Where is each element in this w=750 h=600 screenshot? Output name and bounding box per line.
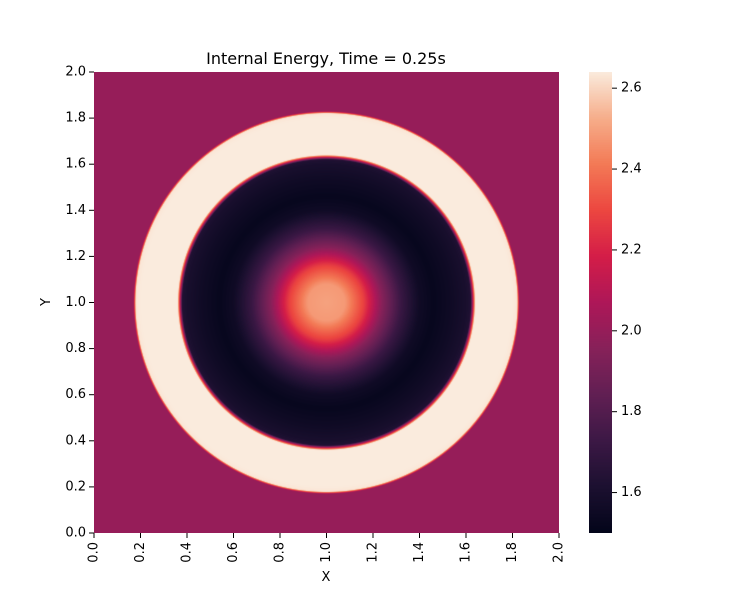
plot-area bbox=[94, 72, 559, 533]
x-tick-label: 1.0 bbox=[319, 542, 334, 563]
x-tick-label: 1.4 bbox=[412, 542, 427, 563]
colorbar-tick-label: 2.0 bbox=[621, 323, 642, 338]
y-axis-label: Y bbox=[39, 298, 54, 307]
x-tick-label: 0.4 bbox=[180, 542, 195, 563]
colorbar bbox=[589, 72, 612, 533]
colorbar-gradient bbox=[589, 72, 612, 533]
x-tick-label: 0.2 bbox=[133, 542, 148, 563]
colorbar-tick-label: 2.2 bbox=[621, 242, 642, 257]
y-axis: 0.0 0.2 0.4 0.6 0.8 1.0 1.2 1.4 1.6 1.8 2.0 bbox=[65, 65, 94, 541]
y-tick-label: 1.8 bbox=[65, 111, 86, 126]
heatmap-image bbox=[94, 72, 559, 533]
y-tick-label: 1.4 bbox=[65, 203, 86, 218]
x-tick-label: 1.2 bbox=[366, 542, 381, 563]
y-tick-label: 0.4 bbox=[65, 433, 86, 448]
colorbar-tick-label: 1.8 bbox=[621, 404, 642, 419]
x-tick-label: 0.6 bbox=[226, 542, 241, 563]
colorbar-tick-label: 1.6 bbox=[621, 485, 642, 500]
y-tick-label: 0.8 bbox=[65, 341, 86, 356]
colorbar-tick-label: 2.4 bbox=[621, 162, 642, 177]
colorbar-axis: 1.6 1.8 2.0 2.2 2.4 2.6 bbox=[612, 81, 642, 500]
y-tick-label: 0.2 bbox=[65, 479, 86, 494]
x-tick-label: 1.8 bbox=[505, 542, 520, 563]
y-tick-label: 1.0 bbox=[65, 295, 86, 310]
y-tick-label: 1.6 bbox=[65, 157, 86, 172]
x-tick-label: 2.0 bbox=[552, 542, 567, 563]
y-tick-label: 0.6 bbox=[65, 387, 86, 402]
chart-title: Internal Energy, Time = 0.25s bbox=[206, 49, 446, 68]
x-tick-label: 0.0 bbox=[87, 542, 102, 563]
colorbar-tick-label: 2.6 bbox=[621, 81, 642, 96]
x-tick-label: 1.6 bbox=[459, 542, 474, 563]
y-tick-label: 1.2 bbox=[65, 249, 86, 264]
y-tick-label: 0.0 bbox=[65, 526, 86, 541]
x-axis: 0.0 0.2 0.4 0.6 0.8 1.0 1.2 1.4 1.6 1.8 2.0 bbox=[87, 533, 567, 563]
y-tick-label: 2.0 bbox=[65, 65, 86, 80]
x-axis-label: X bbox=[322, 570, 331, 585]
x-tick-label: 0.8 bbox=[273, 542, 288, 563]
